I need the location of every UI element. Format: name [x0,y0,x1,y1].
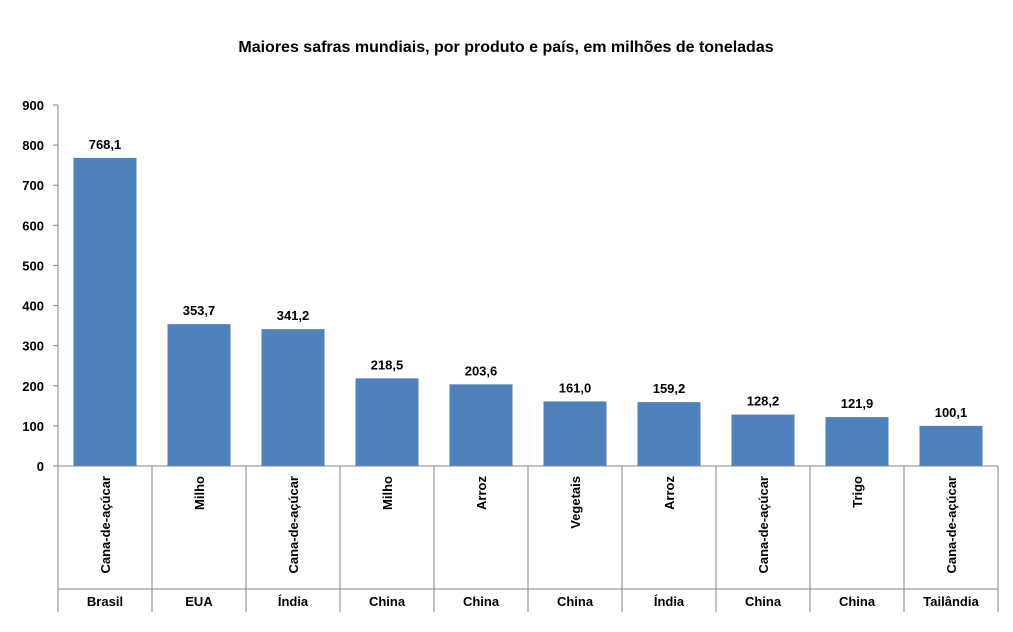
data-label: 128,2 [747,394,780,409]
data-labels: 768,1 353,7 341,2 218,5 203,6 161,0 159,2 128,2… [89,137,968,420]
x-tick-label-product: Vegetais [568,476,583,529]
y-tick-label: 100 [22,419,44,434]
x-tick-label-product: Milho [380,476,395,510]
x-tick-label-country: China [369,594,406,609]
x-tick-label-country: China [745,594,782,609]
x-tick-label-country: EUA [185,594,213,609]
x-tick-label-country: China [463,594,500,609]
chart-title: Maiores safras mundiais, por produto e p… [238,39,773,56]
data-label: 121,9 [841,396,874,411]
y-tick-label: 900 [22,98,44,113]
y-axis: 0 100 200 300 400 500 600 700 800 900 [22,98,59,474]
bar [355,378,419,466]
bar [825,417,889,466]
x-tick-label-product: Cana-de-açúcar [756,476,771,574]
data-label: 159,2 [653,381,686,396]
y-tick-label: 500 [22,258,44,273]
bar [637,402,701,466]
x-tick-label-country: China [557,594,594,609]
data-label: 161,0 [559,380,592,395]
bar [731,414,795,466]
bar [167,324,231,466]
x-tick-label-country: Brasil [87,594,123,609]
x-tick-label-product: Cana-de-açúcar [98,476,113,574]
y-tick-label: 800 [22,138,44,153]
x-tick-label-country: Índia [654,594,685,609]
y-tick-label: 400 [22,299,44,314]
x-tick-label-product: Arroz [662,476,677,510]
data-label: 100,1 [935,405,968,420]
data-label: 218,5 [371,357,404,372]
x-tick-label-product: Cana-de-açúcar [944,476,959,574]
bar [543,401,607,466]
bar [449,384,513,466]
bars [73,157,983,466]
x-tick-label-product: Milho [192,476,207,510]
x-tick-label-country: Tailândia [923,594,979,609]
y-tick-label: 0 [37,459,44,474]
x-tick-label-country: Índia [278,594,309,609]
data-label: 768,1 [89,137,122,152]
y-tick-label: 300 [22,339,44,354]
x-axis: Cana-de-açúcar Brasil Milho EUA Cana-de-açúc… [57,465,999,612]
bar [919,425,983,466]
bar [73,157,137,466]
x-tick-label-product: Cana-de-açúcar [286,476,301,574]
x-tick-label-country: China [839,594,876,609]
x-tick-label-product: Arroz [474,476,489,510]
y-tick-label: 700 [22,178,44,193]
data-label: 203,6 [465,363,498,378]
x-tick-label-product: Trigo [850,476,865,508]
y-tick-label: 600 [22,218,44,233]
y-tick-label: 200 [22,379,44,394]
bar [261,329,325,466]
data-label: 341,2 [277,308,310,323]
data-label: 353,7 [183,303,216,318]
